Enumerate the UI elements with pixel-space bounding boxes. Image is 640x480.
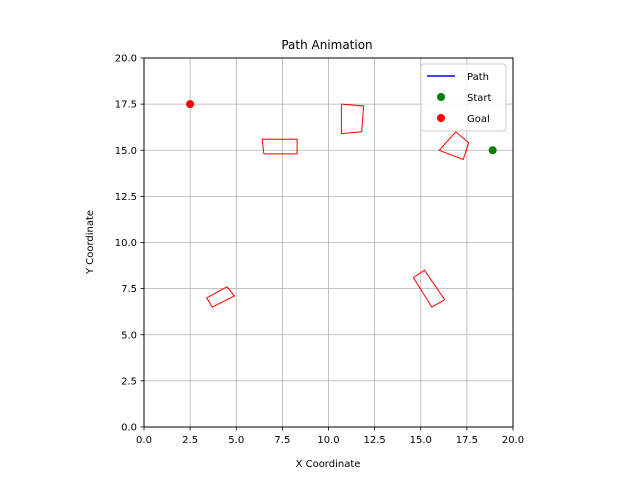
x-tick-label: 7.5 — [274, 435, 290, 446]
start-point — [488, 146, 497, 155]
x-tick-label: 2.5 — [182, 435, 198, 446]
x-tick-label: 10.0 — [317, 435, 339, 446]
y-axis-label: Y Coordinate — [85, 210, 96, 275]
legend-label: Start — [467, 93, 492, 104]
obstacles — [206, 103, 470, 308]
obstacle-rectangle — [412, 269, 446, 308]
y-tick-label: 10.0 — [115, 238, 137, 249]
markers — [186, 100, 497, 155]
x-tick-label: 15.0 — [410, 435, 432, 446]
y-tick-label: 15.0 — [115, 146, 137, 157]
y-tick-label: 0.0 — [121, 423, 137, 434]
chart-title: Path Animation — [281, 38, 372, 52]
y-tick-label: 20.0 — [115, 54, 137, 65]
x-tick-label: 12.5 — [363, 435, 385, 446]
x-tick-label: 20.0 — [502, 435, 524, 446]
legend-label: Path — [467, 72, 489, 83]
y-tick-label: 17.5 — [115, 100, 137, 111]
x-axis-label: X Coordinate — [296, 459, 361, 470]
obstacle-rectangle — [438, 131, 470, 161]
goal-point — [186, 100, 195, 109]
obstacle-rectangle — [261, 138, 298, 155]
legend-marker-swatch — [437, 93, 445, 101]
y-tick-label: 12.5 — [115, 192, 137, 203]
y-tick-label: 7.5 — [121, 284, 137, 295]
x-tick-label: 0.0 — [136, 435, 152, 446]
legend: Path Start Goal — [420, 63, 507, 132]
obstacle-rectangle — [340, 103, 365, 135]
axis-ticks: 0.0 2.5 5.0 7.5 10.0 12.5 15.0 17.5 20.0 0.0 2.5 5.… — [115, 54, 524, 447]
legend-box — [420, 63, 507, 132]
y-tick-label: 2.5 — [121, 376, 137, 387]
legend-marker-swatch — [437, 114, 445, 122]
legend-label: Goal — [467, 114, 490, 125]
x-tick-label: 17.5 — [456, 435, 478, 446]
obstacle-rectangle — [206, 286, 236, 308]
x-tick-label: 5.0 — [228, 435, 244, 446]
y-tick-label: 5.0 — [121, 330, 137, 341]
